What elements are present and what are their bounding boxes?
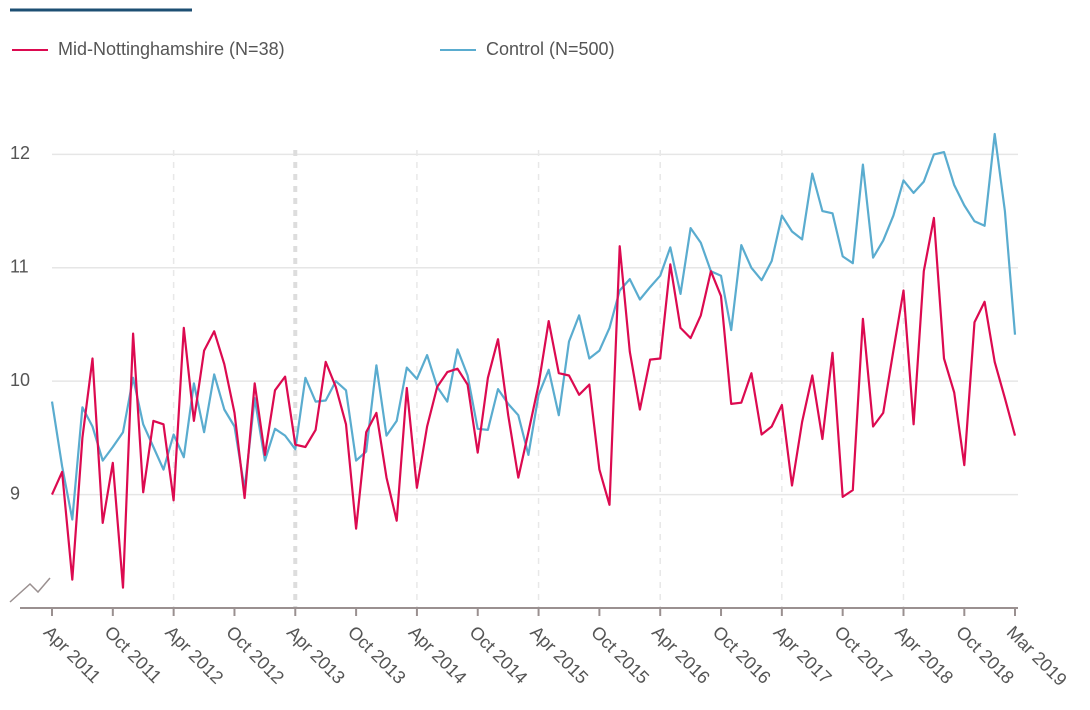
series-line [50,216,1017,589]
x-tick-label: Apr 2012 [161,622,227,688]
y-tick-label: 9 [10,483,20,503]
x-tick-label: Oct 2016 [709,622,775,688]
x-tick-label: Oct 2011 [101,622,166,687]
x-tick-label: Apr 2014 [405,622,471,688]
y-tick-label: 11 [10,257,29,277]
y-tick-label: 12 [10,143,30,163]
legend-label: Mid-Nottinghamshire (N=38) [58,39,285,59]
x-tick-label: Apr 2011 [40,622,105,687]
x-tick-label: Oct 2015 [587,622,653,688]
y-tick-label: 10 [10,370,30,390]
x-tick-label: Apr 2015 [526,622,592,688]
axis-break [9,577,51,603]
x-tick-label: Apr 2013 [283,622,349,688]
x-tick-label: Oct 2013 [344,622,410,688]
x-tick-label: Apr 2018 [891,622,957,688]
series-line [50,132,1017,521]
x-tick-label: Oct 2017 [830,622,896,688]
x-tick-label: Oct 2014 [466,622,532,688]
legend-label: Control (N=500) [486,39,615,59]
x-tick-label: Mar 2019 [1003,622,1071,690]
x-tick-label: Apr 2017 [770,622,836,688]
x-tick-label: Oct 2012 [222,622,288,688]
x-tick-label: Apr 2016 [648,622,714,688]
